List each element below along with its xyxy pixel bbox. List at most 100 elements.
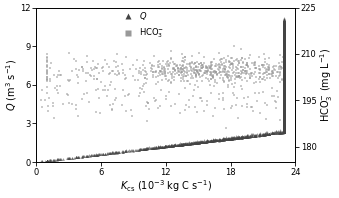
- Point: [282, 128, 287, 131]
- Point: [282, 86, 287, 89]
- Point: [205, 68, 211, 71]
- Point: [282, 74, 287, 77]
- Point: [282, 107, 287, 110]
- Point: [282, 29, 287, 32]
- Point: [241, 97, 247, 100]
- Point: [120, 150, 125, 153]
- Point: [282, 77, 287, 80]
- Point: [282, 71, 287, 74]
- Point: [228, 63, 234, 66]
- Point: [282, 52, 287, 55]
- Point: [282, 77, 287, 81]
- Point: [282, 58, 287, 61]
- Point: [282, 86, 287, 89]
- Point: [193, 141, 198, 144]
- Point: [282, 76, 287, 79]
- Point: [282, 130, 287, 133]
- Point: [51, 158, 57, 161]
- Point: [282, 37, 287, 41]
- Point: [282, 36, 287, 39]
- Point: [282, 76, 287, 79]
- Point: [282, 79, 287, 82]
- Point: [175, 143, 181, 147]
- Point: [282, 81, 287, 84]
- Point: [282, 129, 287, 132]
- Point: [282, 96, 287, 99]
- Point: [282, 74, 287, 78]
- Point: [282, 84, 287, 87]
- Point: [242, 76, 247, 79]
- Point: [236, 136, 241, 139]
- Point: [282, 27, 287, 30]
- Point: [282, 38, 287, 41]
- Point: [282, 48, 287, 51]
- Point: [282, 32, 287, 35]
- Point: [282, 78, 287, 81]
- Point: [282, 100, 287, 103]
- Point: [282, 91, 287, 95]
- Point: [282, 77, 287, 80]
- Point: [44, 159, 49, 162]
- Point: [57, 84, 62, 87]
- Point: [282, 86, 287, 89]
- Point: [282, 90, 287, 93]
- Point: [282, 98, 287, 101]
- Point: [282, 121, 287, 125]
- Point: [282, 84, 287, 87]
- Point: [282, 75, 287, 78]
- Point: [282, 127, 287, 130]
- Point: [282, 85, 287, 88]
- Point: [282, 92, 287, 95]
- Point: [282, 95, 287, 98]
- Point: [282, 67, 287, 70]
- Point: [282, 85, 287, 88]
- Point: [282, 37, 287, 41]
- Point: [282, 87, 287, 90]
- Point: [282, 73, 287, 76]
- Point: [233, 137, 238, 140]
- Point: [282, 77, 287, 80]
- Point: [282, 118, 287, 121]
- Point: [282, 81, 287, 84]
- Point: [217, 139, 222, 142]
- Point: [282, 80, 287, 83]
- Point: [282, 86, 287, 89]
- Point: [282, 111, 287, 114]
- Point: [282, 94, 287, 98]
- Point: [282, 40, 287, 43]
- Point: [282, 61, 287, 64]
- Point: [257, 72, 263, 75]
- Point: [282, 71, 287, 74]
- Point: [282, 78, 287, 81]
- Point: [282, 119, 287, 122]
- Point: [282, 127, 287, 130]
- Point: [282, 114, 287, 117]
- Point: [282, 35, 287, 38]
- Point: [282, 88, 287, 91]
- Point: [282, 68, 287, 71]
- Point: [282, 100, 287, 104]
- Point: [214, 82, 220, 85]
- Point: [282, 32, 287, 35]
- Point: [282, 92, 287, 95]
- Point: [282, 113, 287, 116]
- Point: [282, 88, 287, 91]
- Point: [282, 103, 287, 106]
- Point: [282, 90, 287, 94]
- Point: [282, 50, 287, 53]
- Point: [282, 110, 287, 113]
- Point: [252, 92, 258, 95]
- Point: [282, 94, 287, 97]
- Point: [282, 63, 287, 66]
- Point: [282, 98, 287, 101]
- Point: [103, 152, 108, 155]
- Point: [45, 110, 50, 113]
- Point: [282, 93, 287, 96]
- Point: [282, 74, 287, 77]
- Point: [282, 102, 287, 105]
- Point: [190, 62, 195, 65]
- Point: [282, 83, 287, 86]
- Point: [282, 102, 287, 105]
- Point: [282, 19, 287, 22]
- Point: [190, 141, 196, 144]
